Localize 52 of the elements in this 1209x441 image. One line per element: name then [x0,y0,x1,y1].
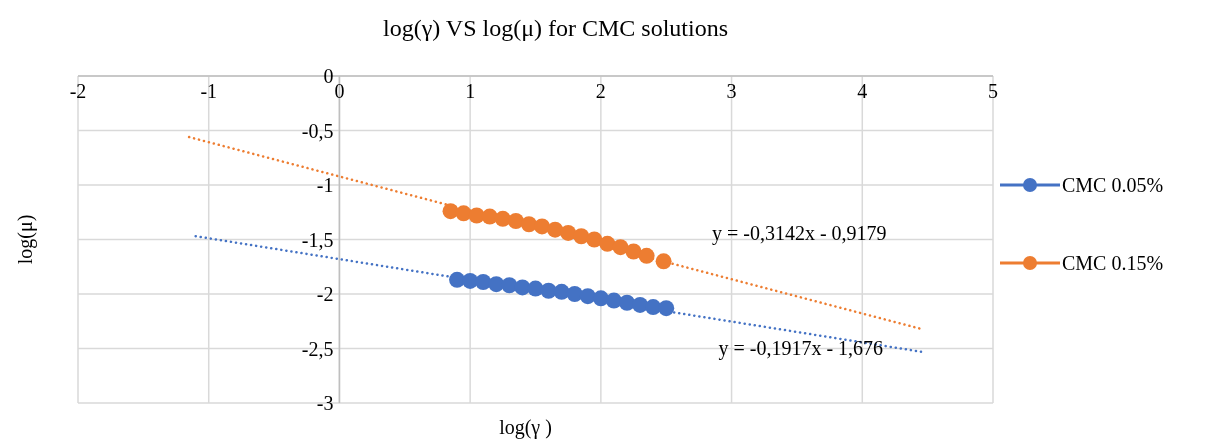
y-tick-label: -1 [316,174,334,196]
point [592,290,609,307]
y-tick-label: -1,5 [301,228,334,251]
point [658,300,675,317]
annotation: y = -0,3142x - 0,9179 [711,221,887,245]
x-axis-title: log(γ ) [499,416,552,439]
point [475,274,492,291]
point [455,205,472,222]
point [573,228,590,245]
point [547,221,564,238]
point [462,272,479,289]
point [638,247,655,264]
y-tick-label: -3 [316,392,334,414]
y-tick-label: -2,5 [301,337,334,360]
point [442,203,459,220]
x-tick-label: 3 [726,80,737,102]
legend-label: CMC 0.15% [1062,252,1164,274]
x-tick-label: -1 [200,80,218,102]
annotation: y = -0,1917x - 1,676 [718,337,884,361]
legend-label: CMC 0.05% [1062,174,1164,196]
point [612,239,629,256]
point [481,208,498,225]
point [625,243,642,260]
point [560,224,577,241]
point [586,231,603,248]
y-tick-label: -2 [316,283,334,305]
x-tick-label: 4 [857,80,868,102]
point [520,216,537,233]
y-tick-label: -0,5 [301,119,334,142]
point [566,286,583,302]
chart-title: log(γ) VS log(μ) for CMC solutions [382,15,729,41]
point [488,276,505,293]
point [645,299,662,316]
point [655,253,672,270]
point [527,280,544,297]
point [449,271,466,288]
y-axis-title: log(μ) [14,214,37,265]
point [553,283,570,300]
x-tick-label: 5 [988,80,998,102]
point [619,294,635,311]
point [494,210,511,227]
point [534,218,551,235]
point [632,296,649,313]
x-tick-label: 1 [465,80,476,102]
point [605,292,622,309]
x-tick-label: -2 [69,80,87,102]
y-tick-label: 0 [323,65,334,87]
point [507,212,524,229]
point [599,235,616,252]
point [501,277,518,294]
point [579,288,596,305]
x-tick-label: 2 [595,80,606,102]
